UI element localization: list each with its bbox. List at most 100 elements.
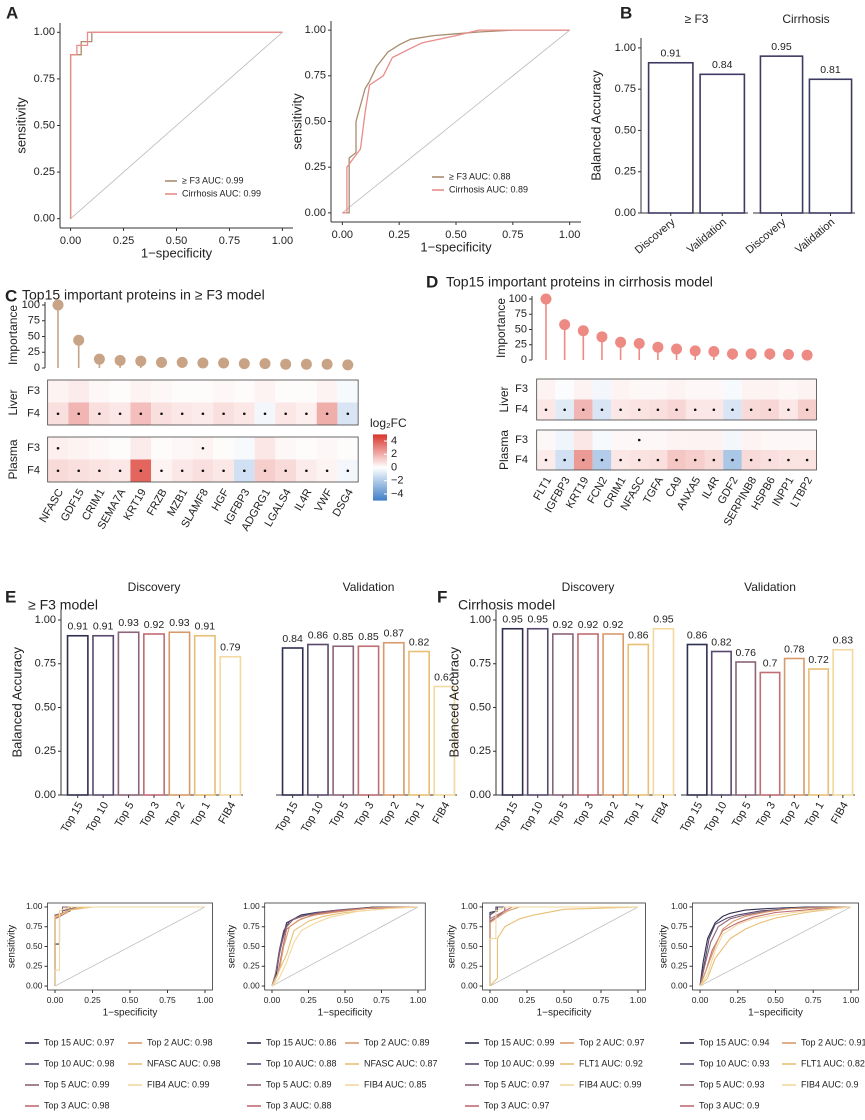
heatmap-cell <box>592 430 612 450</box>
significance-dot <box>619 408 622 412</box>
x-tick-label: 0.00 <box>482 995 499 1005</box>
significance-dot <box>805 408 809 412</box>
panel-title: ≥ F3 model <box>28 597 98 613</box>
heatmap-cell <box>213 437 234 460</box>
bar <box>66 634 89 796</box>
bar <box>735 661 757 796</box>
significance-dot <box>637 408 641 412</box>
x-tick-label: 1.00 <box>410 995 427 1005</box>
group-label: Plasma <box>6 439 20 479</box>
x-tick-label: 0.00 <box>60 235 81 247</box>
significance-dot <box>544 408 548 412</box>
heatmap-cell <box>555 379 574 400</box>
significance-dot <box>222 412 225 416</box>
y-axis-title: sensitivity <box>227 925 238 968</box>
significance-dot <box>675 408 678 412</box>
significance-dot <box>544 458 548 462</box>
heatmap-cell <box>337 380 359 403</box>
significance-dot <box>263 469 267 473</box>
group-label: Plasma <box>497 430 511 470</box>
significance-dot <box>180 412 184 416</box>
bar <box>808 668 830 796</box>
panel-label: F <box>437 587 447 606</box>
lollipop-head <box>259 358 271 370</box>
significance-dot <box>582 408 585 412</box>
y-tick-label: 25 <box>28 346 40 358</box>
roc-curve <box>271 906 419 987</box>
roc-curve <box>489 906 638 986</box>
lollipop-head <box>764 348 776 360</box>
y-tick-label: 0.50 <box>461 941 478 951</box>
significance-dot <box>284 469 288 473</box>
lollipop-head <box>342 359 354 371</box>
bar <box>647 61 694 214</box>
value-label: 0.7 <box>763 657 778 669</box>
y-tick-label: 1.00 <box>35 614 56 626</box>
heatmap-cell <box>797 430 817 450</box>
legend-label: Top 15 AUC: 0.99 <box>484 1037 555 1047</box>
bar <box>627 643 650 796</box>
y-tick-label: 50 <box>28 330 40 342</box>
bar <box>357 645 380 796</box>
heatmap-cell <box>723 379 742 400</box>
roc-curve <box>342 29 570 214</box>
row-label: F4 <box>27 408 40 420</box>
legend-label: ≥ F3 AUC: 0.99 <box>182 175 243 185</box>
significance-dot <box>325 412 329 416</box>
bar <box>602 633 624 796</box>
significance-dot <box>160 412 163 416</box>
bar <box>92 634 115 796</box>
significance-dot <box>749 458 753 462</box>
x-tick-label: 0.75 <box>159 995 176 1005</box>
legend-label: Top 2 AUC: 0.97 <box>579 1037 645 1047</box>
value-label: 0.91 <box>661 48 682 60</box>
heatmap-cell <box>275 380 297 403</box>
value-label: 0.95 <box>527 614 548 626</box>
heatmap-cell <box>779 379 798 400</box>
lollipop-head <box>596 331 608 343</box>
facet-title: Validation <box>744 580 796 594</box>
y-tick-label: 1.00 <box>34 26 55 38</box>
heatmap-cell <box>704 430 724 450</box>
legend-label: Top 2 AUC: 0.91 <box>801 1037 865 1047</box>
significance-dot <box>56 412 60 416</box>
row-label: F3 <box>27 385 40 397</box>
x-tick-label: 0.75 <box>805 995 822 1005</box>
x-tick-label: 1.00 <box>843 995 860 1005</box>
heatmap-cell <box>685 379 705 400</box>
bar <box>832 648 854 796</box>
lollipop-head <box>559 319 571 331</box>
bar <box>219 655 242 796</box>
y-tick-label: 0.50 <box>470 701 491 713</box>
significance-dot <box>222 469 225 473</box>
heatmap-cell <box>667 430 686 450</box>
roc-curve <box>699 906 851 987</box>
legend-label: Top 5 AUC: 0.89 <box>266 1079 332 1089</box>
heatmap-cell <box>760 430 780 450</box>
x-tick-label: 0.75 <box>373 995 390 1005</box>
facet-title: Cirrhosis <box>782 12 829 26</box>
y-tick-label: 0.50 <box>615 124 636 136</box>
heatmap-cell <box>151 380 172 403</box>
heatmap-cell <box>233 437 255 460</box>
y-tick-label: 1.00 <box>671 901 688 911</box>
significance-dot <box>118 412 122 416</box>
y-tick-label: 0.25 <box>671 961 688 971</box>
y-tick-label: 0.25 <box>34 166 55 178</box>
heatmap-cell <box>130 437 152 460</box>
reference-diagonal <box>342 29 570 214</box>
y-tick-label: 0.00 <box>470 789 491 801</box>
y-tick-label: 1.00 <box>470 614 491 626</box>
legend-label: Top 2 AUC: 0.98 <box>147 1037 213 1047</box>
bar <box>382 641 405 796</box>
heatmap-cell <box>316 380 338 403</box>
value-label: 0.82 <box>409 636 430 648</box>
heatmap-frame <box>536 378 817 421</box>
lollipop-head <box>633 338 645 350</box>
row-label: F4 <box>27 465 40 477</box>
significance-dot <box>600 408 604 412</box>
heatmap-cell <box>151 437 172 460</box>
bar <box>783 657 805 796</box>
heatmap-cell <box>648 379 668 400</box>
y-tick-label: 75 <box>515 308 527 320</box>
